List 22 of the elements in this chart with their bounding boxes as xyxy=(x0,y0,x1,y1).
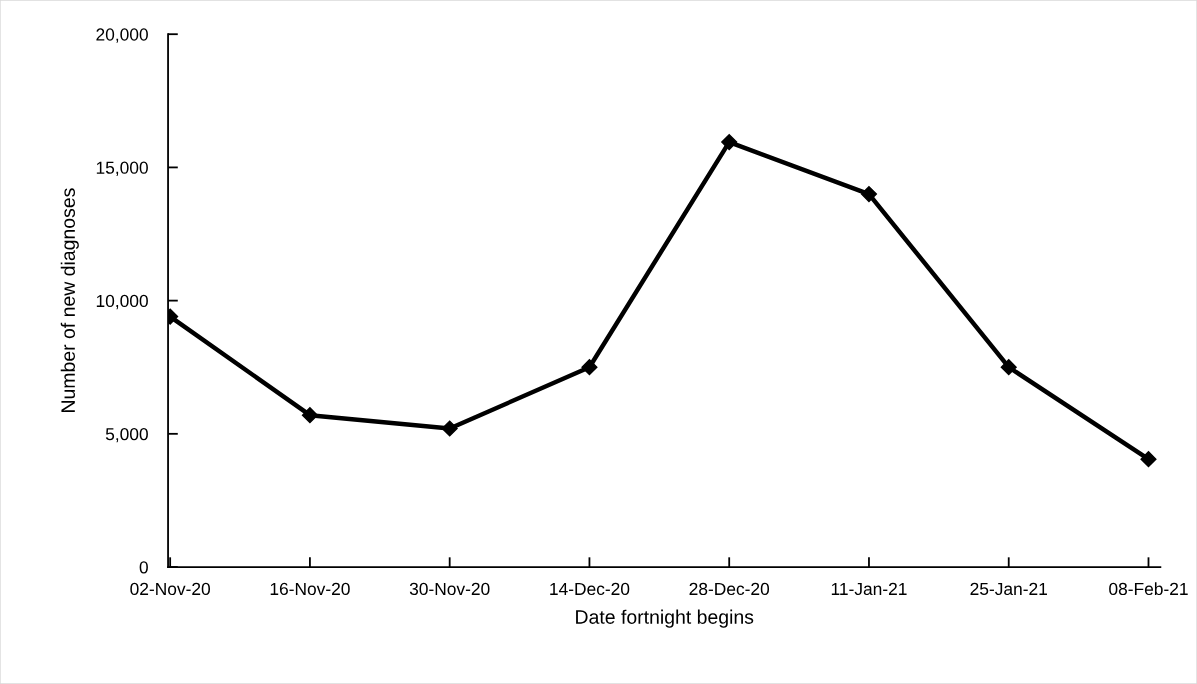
point xyxy=(721,134,738,151)
y-tick-label: 20,000 xyxy=(96,28,148,43)
x-tick-label: 16-Nov-20 xyxy=(270,582,350,596)
point xyxy=(860,185,878,203)
point xyxy=(301,407,318,424)
x-tick-label: 14-Dec-20 xyxy=(550,582,630,596)
y-axis-title: Number of new diagnoses xyxy=(60,188,79,412)
x-tick-label: 30-Nov-20 xyxy=(409,582,490,596)
x-tick-label: 11-Jan-21 xyxy=(831,582,907,596)
point xyxy=(1000,359,1017,376)
x-tick-label: 25-Jan-21 xyxy=(970,582,1047,596)
x-tick-label: 02-Nov-20 xyxy=(130,582,211,596)
point xyxy=(441,420,458,437)
y-tick-label: 10,000 xyxy=(96,294,148,310)
x-tick-label: 28-Dec-20 xyxy=(689,582,770,596)
point xyxy=(1140,451,1157,468)
x-axis-title: Date fortnight begins xyxy=(576,609,754,628)
y-tick-label: 0 xyxy=(139,561,148,574)
point xyxy=(581,359,598,376)
y-tick-label: 5,000 xyxy=(105,427,148,443)
y-tick-label: 15,000 xyxy=(96,161,148,176)
x-tick-label: 08-Feb-21 xyxy=(1109,582,1188,596)
